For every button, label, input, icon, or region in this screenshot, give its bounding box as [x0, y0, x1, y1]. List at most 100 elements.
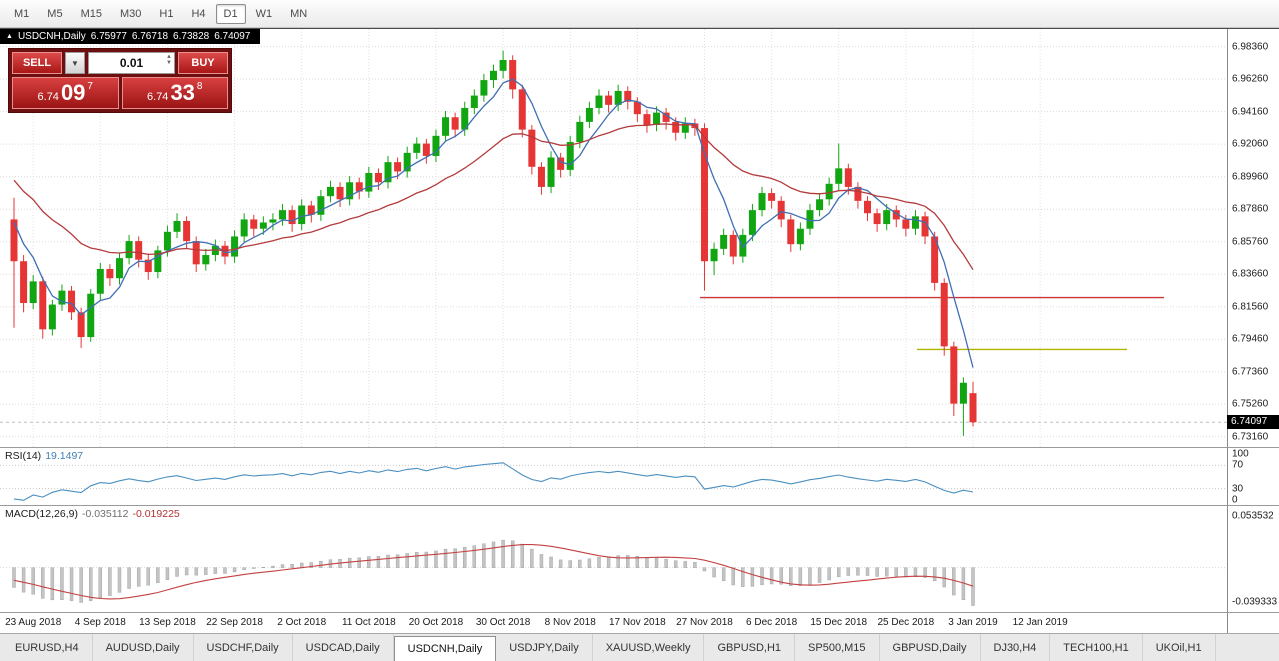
- rsi-axis: 100 70 30 0: [1227, 448, 1279, 506]
- price-axis-label: 6.81560: [1232, 301, 1269, 313]
- sell-price-tile[interactable]: 6.74 09 7: [12, 77, 119, 109]
- chart-tab-usdchf-daily[interactable]: USDCHF,Daily: [194, 634, 293, 661]
- timeframe-button-m15[interactable]: M15: [80, 7, 102, 20]
- sell-button[interactable]: SELL: [12, 52, 62, 74]
- timeframe-button-mn[interactable]: MN: [290, 7, 308, 20]
- rsi-axis-label: 0: [1232, 494, 1238, 506]
- price-axis-label: 6.94160: [1232, 106, 1269, 118]
- rsi-pane: 100 70 30 0 RSI(14) 19.1497: [0, 447, 1279, 506]
- price-axis-label: 6.73160: [1232, 431, 1269, 443]
- macd-plot[interactable]: [0, 506, 1227, 612]
- rsi-plot[interactable]: [0, 448, 1227, 505]
- price-axis-label: 6.75260: [1232, 398, 1269, 410]
- buy-price-pip: 8: [196, 81, 203, 92]
- macd-axis-min: -0.039333: [1232, 596, 1278, 608]
- timeframe-toolbar: M1 M5 M15 M30 H1 H4 D1 W1 MN: [0, 0, 1279, 28]
- stepper-down-icon[interactable]: ▼: [166, 60, 172, 66]
- macd-signal-value: -0.019225: [132, 508, 180, 520]
- current-price-badge: 6.74097: [1227, 415, 1279, 430]
- price-axis-label: 6.83660: [1232, 268, 1269, 280]
- timeframe-button-m1[interactable]: M1: [14, 7, 30, 20]
- date-axis-label: 4 Sep 2018: [74, 617, 126, 628]
- buy-price-tile[interactable]: 6.74 33 8: [121, 77, 228, 109]
- price-axis-label: 6.89960: [1232, 171, 1269, 183]
- chart-tab-dj30-h4[interactable]: DJ30,H4: [981, 634, 1051, 661]
- chart-tab-xauusd-weekly[interactable]: XAUUSD,Weekly: [593, 634, 705, 661]
- timeframe-button-d1[interactable]: D1: [215, 3, 246, 24]
- macd-axis-max: 0.053532: [1232, 510, 1274, 522]
- macd-signal-line: [13, 544, 974, 600]
- date-axis-label: 13 Sep 2018: [139, 617, 196, 628]
- volume-value: 0.01: [119, 56, 144, 70]
- buy-button[interactable]: BUY: [178, 52, 228, 74]
- ma-fast-line: [13, 78, 974, 368]
- ohlc-close: 6.74097: [214, 31, 251, 42]
- ohlc-high: 6.76718: [131, 31, 169, 42]
- chart-collapse-icon[interactable]: ▲: [6, 33, 13, 40]
- price-axis-label: 6.85760: [1232, 236, 1269, 248]
- timeframe-button-w1[interactable]: W1: [255, 7, 273, 20]
- price-axis[interactable]: 6.98360 6.96260 6.94160 6.92060 6.89960 6.878…: [1227, 29, 1279, 447]
- date-axis-label: 15 Dec 2018: [810, 617, 868, 628]
- date-axis-label: 23 Aug 2018: [5, 617, 62, 628]
- date-axis-label: 27 Nov 2018: [676, 617, 733, 628]
- ohlc-low: 6.73828: [173, 31, 210, 42]
- date-axis-label: 25 Dec 2018: [877, 617, 935, 628]
- date-axis-label: 2 Oct 2018: [277, 617, 327, 628]
- price-axis-label: 6.87860: [1232, 203, 1269, 215]
- rsi-line: [13, 462, 974, 501]
- chart-tab-bar: EURUSD,H4 AUDUSD,Daily USDCHF,Daily USDCAD,…: [0, 633, 1279, 661]
- buy-price-main: 33: [170, 80, 195, 105]
- timeframe-button-m5[interactable]: M5: [47, 7, 63, 20]
- rsi-value: 19.1497: [45, 450, 84, 462]
- ohlc-open: 6.75977: [90, 31, 127, 42]
- sell-price-prefix: 6.74: [37, 91, 59, 103]
- chart-tab-tech100-h1[interactable]: TECH100,H1: [1050, 634, 1143, 661]
- order-type-dropdown[interactable]: ▼: [65, 52, 85, 74]
- chart-tab-usdcnh-daily[interactable]: USDCNH,Daily: [393, 636, 497, 661]
- chart-tab-usdjpy-daily[interactable]: USDJPY,Daily: [496, 634, 593, 661]
- chart-title-bar: ▲ USDCNH,Daily 6.75977 6.76718 6.73828 6…: [0, 29, 261, 44]
- macd-name: MACD(12,26,9): [5, 508, 78, 520]
- date-axis-label: 6 Dec 2018: [746, 617, 798, 628]
- rsi-label: RSI(14) 19.1497: [5, 450, 83, 462]
- macd-axis: 0.053532 -0.039333: [1227, 506, 1279, 612]
- date-axis-label: 17 Nov 2018: [608, 617, 666, 628]
- date-axis-label: 3 Jan 2019: [948, 617, 998, 628]
- price-axis-label: 6.92060: [1232, 138, 1269, 150]
- chart-tab-gbpusd-h1[interactable]: GBPUSD,H1: [704, 634, 796, 661]
- timeframe-button-h4[interactable]: H4: [191, 7, 206, 20]
- volume-input[interactable]: 0.01 ▲ ▼: [88, 52, 175, 74]
- date-axis[interactable]: 23 Aug 2018 4 Sep 2018 13 Sep 2018 22 Sep 2…: [0, 612, 1279, 634]
- chart-window: 6.98360 6.96260 6.94160 6.92060 6.89960 6.878…: [0, 28, 1279, 634]
- chart-tab-gbpusd-daily[interactable]: GBPUSD,Daily: [880, 634, 981, 661]
- chart-tab-ukoil-h1[interactable]: UKOil,H1: [1143, 634, 1216, 661]
- chart-tab-eurusd-h4[interactable]: EURUSD,H4: [2, 634, 93, 661]
- volume-stepper[interactable]: ▲ ▼: [166, 54, 172, 66]
- date-axis-label: 8 Nov 2018: [544, 617, 596, 628]
- rsi-axis-label: 70: [1232, 459, 1244, 471]
- timeframe-button-h1[interactable]: H1: [159, 7, 174, 20]
- date-axis-label: 22 Sep 2018: [206, 617, 263, 628]
- chart-tab-audusd-daily[interactable]: AUDUSD,Daily: [93, 634, 194, 661]
- sell-price-pip: 7: [87, 81, 93, 92]
- stepper-up-icon[interactable]: ▲: [166, 54, 172, 60]
- chart-tab-sp500-m15[interactable]: SP500,M15: [795, 634, 880, 661]
- macd-pane: 0.053532 -0.039333 MACD(12,26,9) -0.03511…: [0, 505, 1279, 612]
- price-axis-label: 6.79460: [1232, 333, 1269, 345]
- date-axis-label: 20 Oct 2018: [408, 617, 464, 628]
- macd-label: MACD(12,26,9) -0.035112 -0.019225: [5, 508, 180, 520]
- rsi-name: RSI(14): [5, 450, 42, 462]
- timeframe-button-m30[interactable]: M30: [119, 7, 142, 20]
- date-axis-label: 30 Oct 2018: [475, 617, 531, 628]
- rsi-axis-label: 30: [1232, 483, 1244, 495]
- ma-slow-line: [13, 123, 974, 271]
- chevron-down-icon: ▼: [71, 58, 79, 68]
- rsi-canvas: [0, 462, 1227, 501]
- price-axis-label: 6.96260: [1232, 73, 1269, 85]
- price-axis-label: 6.98360: [1232, 41, 1269, 53]
- sell-price-main: 09: [60, 80, 86, 105]
- chart-tab-usdcad-daily[interactable]: USDCAD,Daily: [293, 634, 394, 661]
- chart-symbol-label: USDCNH,Daily: [17, 31, 86, 42]
- axis-corner: [1227, 613, 1279, 634]
